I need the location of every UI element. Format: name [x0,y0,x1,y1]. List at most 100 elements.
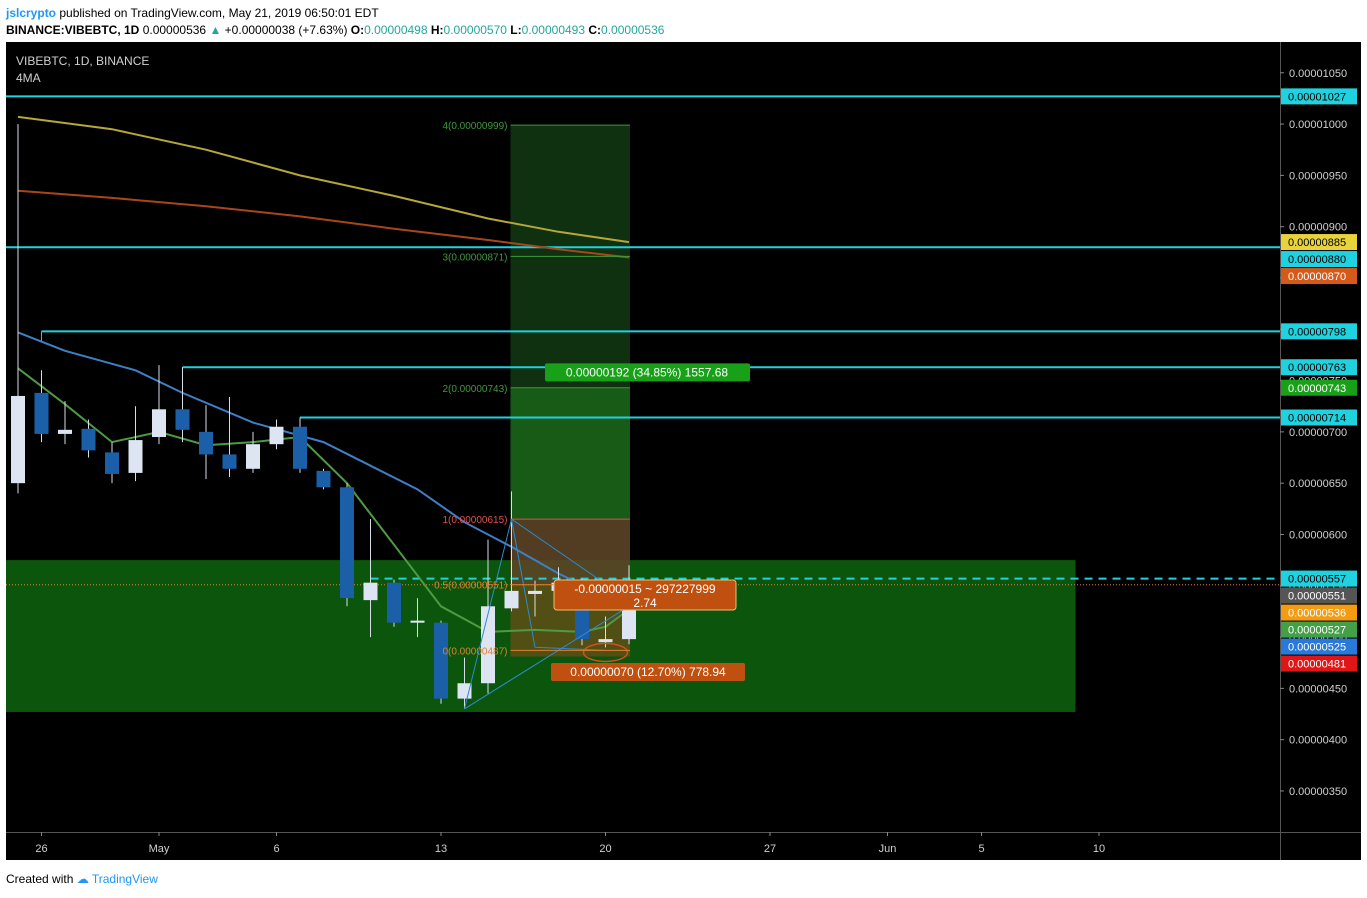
up-arrow-icon: ▲ [209,23,222,37]
candle-body [222,454,237,469]
candle-body [246,444,260,469]
open-label: O: [350,23,365,37]
open-value: 0.00000498 [364,23,428,37]
price-tick-label: 0.00000650 [1289,478,1347,490]
chart-header: jslcrypto published on TradingView.com, … [6,4,1361,44]
time-tick-label: 10 [1093,843,1105,855]
price-label: 0.00000527 [1288,625,1346,637]
footer: Created with ☁ TradingView [6,872,158,886]
pattern-line[interactable] [464,518,606,710]
price-label: 0.00000536 [1288,608,1346,620]
target-label-box [545,363,750,382]
fib-level-label: 1(0.00000615) [442,515,507,526]
price-label-box [1281,234,1357,251]
price-label-box [1281,251,1357,268]
price-label-box [1281,587,1357,604]
price-label: 0.00001027 [1288,91,1346,103]
price-tick-label: 0.00000350 [1289,786,1347,798]
tradingview-logo-icon: ☁ [76,872,89,886]
fib-extension-layer: 4(0.00000999) 3(0.00000871) 2(0.00000743) 1… [434,121,750,681]
price-tick-label: 0.00001000 [1289,119,1347,131]
candle-body [434,622,448,699]
ratio-label: -0.00000015 ~ 297227999 [574,582,715,596]
candle-body [152,409,166,437]
price-label: 0.00000557 [1288,574,1346,586]
price-label: 0.00000525 [1288,642,1346,654]
price-tick-label: 0.00000700 [1289,427,1347,439]
low-label: L: [510,23,522,37]
price-tick-label: 0.00000900 [1289,222,1347,234]
published-text: published on TradingView.com, May 21, 20… [59,6,379,20]
candle-body [199,431,213,455]
price-label: 0.00000714 [1288,413,1346,425]
price-label: 0.00000880 [1288,254,1346,266]
candle-body [340,487,354,599]
price-label-box [1281,570,1357,587]
price-label-box [1281,409,1357,426]
created-with-text: Created with [6,872,74,886]
candle-body [504,590,519,609]
close-value: 0.00000536 [601,23,665,37]
time-tick-label: 27 [764,843,776,855]
candle-body [105,452,119,474]
symbol-line: BINANCE:VIBEBTC, 1D [6,23,140,37]
position-tool-layer[interactable] [510,125,631,657]
candle-body [58,429,72,434]
tradingview-brand-link[interactable]: TradingView [91,872,158,886]
price-tick-label: 0.00000400 [1289,735,1347,747]
stop-label: 0.00000070 (12.70%) 778.94 [570,665,726,679]
candle-body [34,392,49,434]
price-label-box [1281,655,1357,672]
author-link[interactable]: jslcrypto [6,6,57,20]
price-tick-label: 0.00000450 [1289,683,1347,695]
close-label: C: [588,23,602,37]
time-tick-label: 6 [273,843,279,855]
fib-level-label: 0.5(0.00000551) [434,581,507,592]
price-label-box [1281,268,1357,285]
price-label: 0.00000743 [1288,383,1346,395]
ratio-value: 2.74 [633,596,657,610]
candle-body [11,395,25,484]
legend-symbol: VIBEBTC, 1D, BINANCE [16,54,149,68]
price-label: 0.00000481 [1288,659,1346,671]
low-value: 0.00000493 [521,23,586,37]
candle-body [481,606,495,684]
price-axis-background[interactable] [1280,42,1361,860]
stop-label-box [551,662,745,681]
candle-body [363,582,378,601]
time-axis-background[interactable] [6,832,1280,860]
candle-body [175,409,190,430]
price-chart[interactable]: 4(0.00000999) 3(0.00000871) 2(0.00000743) 1… [6,42,1361,860]
price-label-box [1281,638,1357,655]
candle-body [387,582,401,623]
fib-red-area [510,519,630,585]
price-label-box [1281,621,1357,638]
price-label-box [1281,88,1357,105]
price-label-box [1281,379,1357,396]
legend-indicator: 4MA [16,71,41,85]
candle-body [81,428,96,451]
price-tick-label: 0.00001050 [1289,68,1347,80]
pattern-line[interactable] [464,605,630,710]
fib-level-label: 4(0.00000999) [442,121,507,132]
candles-layer [11,124,636,709]
high-label: H: [430,23,444,37]
high-value: 0.00000570 [443,23,507,37]
time-tick-label: Jun [879,843,897,855]
candle-body [269,426,284,445]
candle-body [128,440,143,473]
candle-body [316,470,331,488]
fib-level-label: 0(0.00000487) [442,646,507,657]
moving-average-line [17,115,630,244]
time-tick-label: 13 [435,843,447,855]
moving-average-line [17,189,630,259]
ratio-label-box [553,579,737,611]
price-label-box [1281,359,1357,376]
candle-body [410,620,425,623]
last-price: 0.00000536 [142,23,207,37]
target-label: 0.00000192 (34.85%) 1557.68 [566,365,728,379]
highlight-ellipse [582,642,629,663]
price-label: 0.00000763 [1288,362,1346,374]
time-tick-label: 20 [599,843,611,855]
fib-level-label: 3(0.00000871) [442,252,507,263]
